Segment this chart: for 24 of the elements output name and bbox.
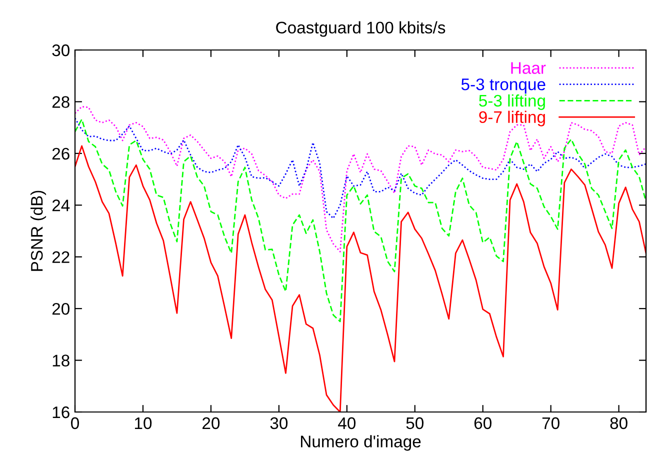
y-tick-label: 24 [52,200,70,212]
y-axis-title: PSNR (dB) [30,190,46,271]
x-tick-label: 70 [542,417,560,430]
y-tick-label: 20 [52,302,70,315]
x-axis-title: Numero d'image [300,435,421,451]
legend-label: Haar [511,62,546,74]
y-tick-label: 16 [52,406,70,418]
x-tick-label: 50 [406,417,424,430]
x-tick-label: 80 [610,417,628,430]
legend-label: 5-3 lifting [479,94,545,110]
legend-label: 5-3 tronque [461,78,546,94]
x-tick-label: 60 [474,417,492,430]
y-tick-label: 28 [52,96,70,108]
x-tick-label: 40 [338,417,356,430]
x-tick-label: 10 [134,417,152,430]
legend-label: 9-7 lifting [479,110,545,126]
x-tick-label: 0 [71,417,79,430]
y-tick-label: 18 [52,354,70,366]
chart-title: Coastguard 100 kbits/s [276,21,446,37]
y-tick-label: 30 [52,44,70,56]
x-tick-label: 20 [202,417,220,430]
y-tick-label: 22 [52,251,70,263]
y-tick-label: 26 [52,148,70,160]
x-tick-label: 30 [270,417,288,430]
